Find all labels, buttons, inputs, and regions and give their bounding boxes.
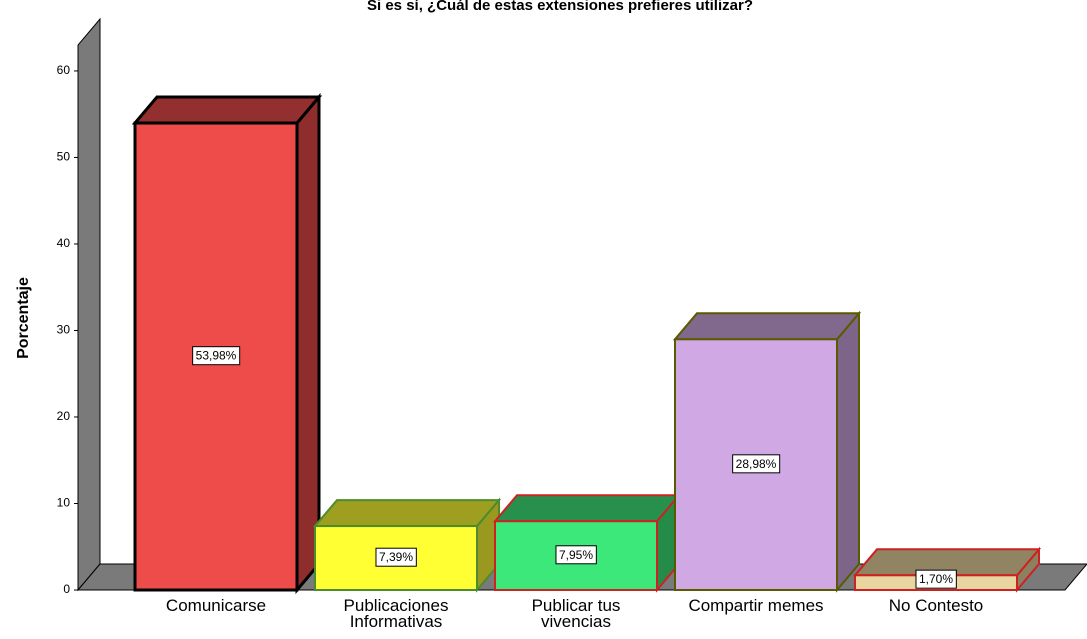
bar-side — [295, 92, 321, 595]
x-tick-label: Comunicarse — [165, 598, 267, 615]
x-tick-label: Publicar tus vivencias — [531, 598, 621, 631]
y-tick-label: 20 — [57, 409, 71, 423]
bar-top — [131, 95, 323, 125]
x-tick-label: Publicaciones Informativas — [343, 598, 449, 631]
x-label-box: Comunicarse — [165, 598, 267, 615]
value-label-box — [192, 346, 241, 366]
y-tick-label: 40 — [57, 236, 71, 250]
y-tick-label: 50 — [57, 150, 71, 164]
value-label-box — [375, 547, 417, 567]
value-label: 28,98% — [736, 457, 777, 471]
bar-top — [672, 312, 862, 341]
value-label-box — [732, 454, 781, 474]
value-label: 7,39% — [379, 550, 413, 564]
x-label-box: No Contesto — [888, 598, 984, 615]
value-label: 7,95% — [559, 548, 593, 562]
bar-top — [492, 494, 682, 523]
bar-side — [836, 310, 860, 593]
back-wall — [77, 17, 101, 592]
y-tick-label: 30 — [57, 323, 71, 337]
x-tick-label: No Contesto — [888, 598, 984, 615]
y-tick-label: 60 — [57, 63, 71, 77]
y-tick-label: 0 — [63, 582, 70, 596]
value-label-box — [555, 545, 597, 565]
chart-title: Si es sí, ¿Cuál de estas extensiones pre… — [367, 0, 753, 14]
y-axis-label: Porcentaje — [15, 277, 32, 359]
value-label: 1,70% — [919, 572, 953, 586]
x-label-box: Compartir memes — [688, 598, 824, 615]
value-label-box — [915, 569, 957, 589]
x-tick-label: Compartir memes — [688, 598, 824, 615]
x-label-box: Publicaciones Informativas — [343, 598, 449, 631]
y-tick-label: 10 — [57, 496, 71, 510]
bar-top — [312, 499, 502, 528]
value-label: 53,98% — [196, 349, 237, 363]
x-label-box: Publicar tus vivencias — [531, 598, 621, 631]
